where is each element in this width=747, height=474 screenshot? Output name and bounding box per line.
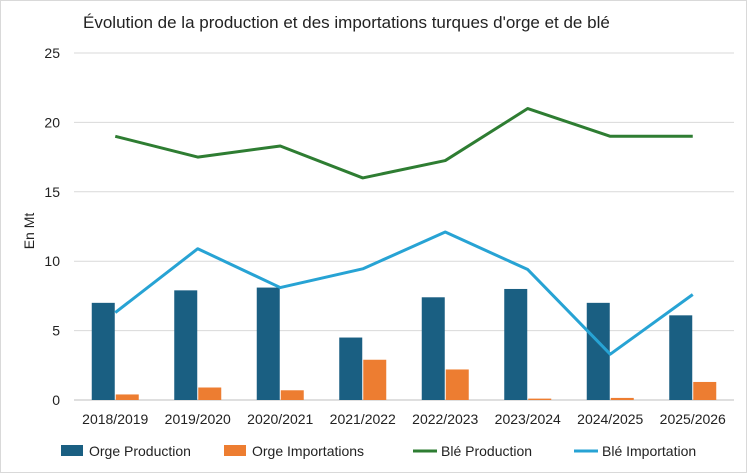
bars: [91, 287, 717, 400]
bar-orge-importations: [198, 387, 222, 400]
bar-orge-production: [669, 315, 693, 400]
legend-swatch: [61, 445, 83, 456]
x-tick-labels: 2018/2019 2019/2020 2020/2021 2021/2022 2022…: [82, 411, 726, 427]
bar-orge-importations: [280, 390, 304, 400]
y-tick-label: 5: [52, 323, 60, 339]
y-axis-label: En Mt: [21, 213, 37, 250]
x-tick-label: 2025/2026: [660, 411, 726, 427]
y-tick-label: 0: [52, 392, 60, 408]
x-tick-label: 2018/2019: [82, 411, 148, 427]
legend-label: Orge Importations: [252, 443, 364, 459]
legend-label: Orge Production: [89, 443, 191, 459]
bar-orge-production: [586, 302, 610, 400]
y-tick-labels: 0 5 10 15 20 25: [44, 45, 60, 408]
bar-orge-production: [339, 337, 363, 400]
bar-orge-production: [421, 297, 445, 400]
bar-orge-importations: [445, 369, 469, 400]
bar-orge-production: [504, 288, 528, 400]
chart-title: Évolution de la production et des import…: [83, 13, 610, 32]
gridlines: [74, 52, 734, 401]
bar-orge-importations: [693, 381, 717, 400]
y-tick-label: 20: [44, 114, 60, 130]
legend-label: Blé Production: [441, 443, 532, 459]
y-tick-label: 25: [44, 45, 60, 61]
legend: Orge Production Orge Importations Blé Prod…: [61, 443, 696, 459]
line-blé-importation: [114, 230, 694, 356]
bar-orge-importations: [363, 359, 387, 400]
bar-orge-importations: [115, 394, 139, 400]
bar-orge-importations: [610, 397, 634, 400]
x-tick-label: 2019/2020: [165, 411, 231, 427]
x-tick-label: 2020/2021: [247, 411, 313, 427]
y-tick-label: 10: [44, 253, 60, 269]
x-tick-label: 2022/2023: [412, 411, 478, 427]
bar-orge-production: [174, 290, 198, 400]
x-tick-label: 2023/2024: [495, 411, 561, 427]
legend-label: Blé Importation: [602, 443, 696, 459]
bar-orge-production: [256, 287, 280, 400]
x-tick-label: 2021/2022: [330, 411, 396, 427]
bar-orge-importations: [528, 398, 552, 400]
y-tick-label: 15: [44, 184, 60, 200]
line-blé-production: [114, 107, 693, 180]
x-tick-label: 2024/2025: [577, 411, 643, 427]
lines: [114, 107, 694, 356]
legend-swatch: [224, 445, 246, 456]
bar-orge-production: [91, 302, 115, 400]
